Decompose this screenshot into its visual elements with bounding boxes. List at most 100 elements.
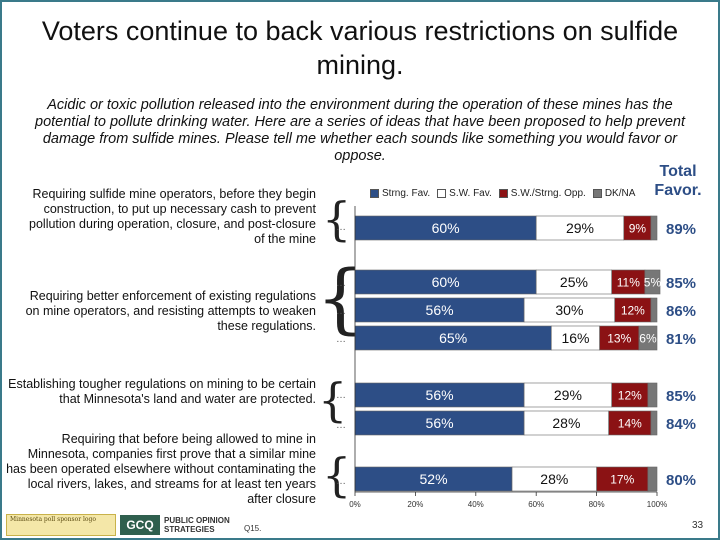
- data-label: 12%: [618, 388, 642, 402]
- pos-logo-mark: GCQ: [120, 515, 160, 535]
- total-favor-header: Total Favor.: [654, 163, 702, 199]
- pos-logo: GCQ PUBLIC OPINION STRATEGIES: [120, 514, 230, 536]
- bar-segment-dk-na: [638, 325, 658, 351]
- data-label: 25%: [560, 274, 588, 290]
- chart-legend: Strng. Fav. S.W. Fav. S.W./Strng. Opp. D…: [370, 188, 635, 199]
- legend-label: S.W. Fav.: [449, 188, 492, 199]
- x-tick-label: 20%: [407, 500, 423, 509]
- page-number: 33: [692, 520, 704, 531]
- bar-segment-strng-fav: [354, 466, 513, 492]
- legend-item-sw-fav: S.W. Fav.: [437, 188, 492, 199]
- brace-group-3: {: [318, 373, 348, 427]
- bar-segment-sw-strng-opp: [623, 215, 652, 241]
- total-favor-value: 81%: [666, 331, 696, 348]
- data-label: 16%: [561, 330, 589, 346]
- bar-segment-sw-fav: [511, 466, 597, 492]
- bar-segment-sw-strng-opp: [599, 325, 640, 351]
- data-label: 14%: [618, 416, 642, 430]
- data-label: 11%: [617, 275, 640, 289]
- sponsor-logo-text: Minnesota poll sponsor logo: [10, 516, 96, 523]
- bar-segment-dk-na: [644, 269, 661, 295]
- leader-dots: …: [336, 278, 346, 289]
- legend-item-dk-na: DK/NA: [592, 188, 636, 199]
- x-tick-label: 40%: [468, 500, 484, 509]
- data-label: 56%: [426, 387, 454, 403]
- data-label: 56%: [426, 302, 454, 318]
- total-favor-value: 80%: [666, 472, 696, 489]
- bar-segment-sw-strng-opp: [596, 466, 649, 492]
- bar-segment-dk-na: [650, 215, 658, 241]
- legend-swatch-sw-fav: [437, 189, 447, 198]
- total-favor-value: 89%: [666, 221, 696, 238]
- total-favor-value: 84%: [666, 416, 696, 433]
- data-label: 5%: [644, 275, 662, 289]
- data-label: 56%: [426, 415, 454, 431]
- data-label: 28%: [552, 415, 580, 431]
- legend-swatch-sw-strng-opp: [498, 189, 508, 198]
- legend-label: S.W./Strng. Opp.: [510, 188, 586, 199]
- data-label: 52%: [420, 471, 448, 487]
- legend-item-strng-fav: Strng. Fav.: [370, 188, 430, 199]
- bar-segment-dk-na: [647, 466, 658, 492]
- data-label: 65%: [439, 330, 467, 346]
- bar-segment-sw-fav: [550, 325, 600, 351]
- bar-segment-strng-fav: [354, 215, 537, 241]
- bar-segment-strng-fav: [354, 410, 525, 436]
- legend-label: DK/NA: [604, 188, 636, 199]
- bar-segment-sw-fav: [523, 297, 616, 323]
- x-tick-label: 0%: [349, 500, 361, 509]
- x-tick-label: 80%: [589, 500, 605, 509]
- data-label: 13%: [607, 331, 631, 345]
- legend-swatch-strng-fav: [370, 189, 379, 198]
- leader-dots: …: [336, 476, 346, 487]
- x-tick-label: 100%: [647, 500, 667, 509]
- data-label: 30%: [555, 302, 583, 318]
- statement-3: Establishing tougher regulations on mini…: [8, 377, 316, 406]
- bar-segment-sw-strng-opp: [614, 297, 652, 323]
- statement-2: Requiring better enforcement of existing…: [25, 289, 316, 333]
- total-favor-value: 85%: [666, 388, 696, 405]
- bar-segment-strng-fav: [354, 269, 537, 295]
- leader-dots: …: [336, 334, 346, 345]
- data-label: 29%: [554, 387, 582, 403]
- bar-segment-strng-fav: [354, 325, 552, 351]
- bar-segment-sw-strng-opp: [611, 269, 646, 295]
- x-tick-label: 60%: [528, 500, 544, 509]
- sponsor-logo: Minnesota poll sponsor logo: [6, 514, 116, 536]
- data-label: 17%: [610, 472, 634, 486]
- data-label: 6%: [639, 331, 657, 345]
- data-label: 12%: [621, 303, 645, 317]
- pos-logo-text: PUBLIC OPINION STRATEGIES: [164, 516, 230, 534]
- brace-group-4: {: [322, 448, 352, 502]
- bar-segment-sw-fav: [523, 382, 612, 408]
- leader-dots: …: [336, 420, 346, 431]
- bar-segment-dk-na: [647, 382, 658, 408]
- legend-swatch-dk-na: [592, 189, 602, 198]
- bar-segment-sw-strng-opp: [611, 382, 649, 408]
- bar-segment-sw-fav: [535, 269, 613, 295]
- total-favor-value: 86%: [666, 303, 696, 320]
- data-label: 29%: [566, 220, 594, 236]
- question-text: Acidic or toxic pollution released into …: [35, 97, 685, 164]
- data-label: 28%: [540, 471, 568, 487]
- legend-label: Strng. Fav.: [382, 188, 431, 199]
- bar-segment-sw-fav: [535, 215, 625, 241]
- pos-logo-line1: PUBLIC OPINION: [164, 516, 230, 525]
- data-label: 60%: [432, 274, 460, 290]
- footnote: Q15.: [244, 524, 262, 533]
- leader-dots: …: [336, 390, 346, 401]
- bar-segment-sw-fav: [523, 410, 609, 436]
- legend-item-sw-strng-opp: S.W./Strng. Opp.: [498, 188, 586, 199]
- pos-logo-line2: STRATEGIES: [164, 525, 215, 534]
- brace-group-1: {: [322, 192, 352, 246]
- bar-segment-strng-fav: [354, 382, 525, 408]
- bar-segment-dk-na: [650, 297, 658, 323]
- leader-dots: …: [336, 306, 346, 317]
- statement-4: Requiring that before being allowed to m…: [6, 432, 316, 506]
- data-label: 9%: [629, 221, 647, 235]
- data-label: 60%: [432, 220, 460, 236]
- leader-dots: …: [336, 222, 346, 233]
- bar-segment-dk-na: [650, 410, 658, 436]
